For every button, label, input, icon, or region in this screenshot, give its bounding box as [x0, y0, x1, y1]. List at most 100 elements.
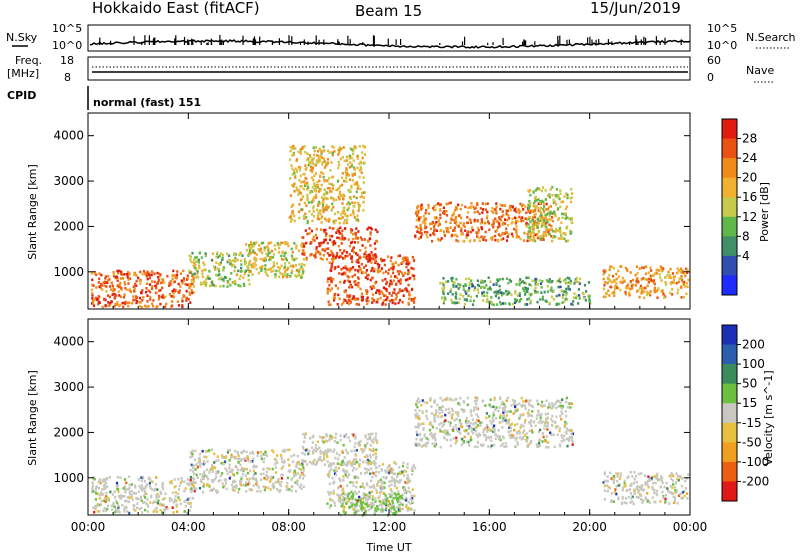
- data-cell: [318, 446, 321, 449]
- data-cell: [481, 220, 484, 223]
- data-cell: [303, 263, 306, 267]
- data-cell: [359, 160, 362, 164]
- data-cell: [425, 437, 428, 440]
- nsky-spike: [154, 37, 156, 45]
- data-cell: [132, 289, 136, 293]
- data-cell: [270, 478, 273, 481]
- data-cell: [551, 420, 554, 423]
- data-cell: [476, 396, 479, 400]
- data-cell: [534, 212, 537, 216]
- data-cell: [244, 270, 247, 274]
- data-cell: [530, 419, 533, 422]
- data-cell: [548, 228, 551, 232]
- data-cell: [165, 302, 168, 306]
- data-cell: [302, 242, 305, 246]
- data-cell: [314, 187, 318, 190]
- data-cell: [364, 444, 367, 448]
- data-cell: [268, 467, 271, 471]
- data-cell: [197, 276, 200, 279]
- data-cell: [442, 300, 445, 303]
- data-cell: [485, 412, 488, 415]
- data-cell: [284, 269, 287, 273]
- data-cell: [329, 253, 332, 257]
- data-cell: [318, 179, 321, 183]
- data-cell: [373, 463, 376, 466]
- data-cell: [482, 443, 485, 447]
- data-cell: [316, 250, 319, 253]
- data-cell: [526, 399, 529, 403]
- data-cell: [326, 434, 329, 438]
- data-cell: [543, 404, 546, 407]
- data-cell: [159, 508, 162, 512]
- data-cell: [307, 452, 310, 456]
- data-cell: [124, 490, 127, 494]
- data-cell: [470, 414, 473, 417]
- data-cell: [482, 434, 486, 437]
- data-cell: [423, 218, 427, 222]
- data-cell: [326, 186, 330, 190]
- data-cell: [328, 437, 331, 440]
- data-cell: [103, 507, 106, 510]
- data-cell: [161, 483, 164, 486]
- data-cell: [374, 452, 377, 455]
- data-cell: [135, 301, 138, 305]
- data-cell: [444, 413, 447, 417]
- data-cell: [437, 202, 440, 205]
- data-cell: [540, 234, 543, 238]
- data-cell: [359, 458, 362, 462]
- data-cell: [565, 287, 568, 291]
- data-cell: [338, 454, 341, 457]
- data-cell: [558, 443, 561, 446]
- data-cell: [352, 204, 355, 208]
- data-cell: [328, 176, 331, 180]
- data-cell: [484, 230, 487, 234]
- data-cell: [309, 155, 312, 159]
- data-cell: [326, 206, 330, 209]
- data-cell: [155, 506, 158, 510]
- nsky-spike: [207, 42, 209, 45]
- data-cell: [363, 153, 367, 156]
- data-cell: [555, 188, 559, 191]
- data-cell: [188, 286, 191, 290]
- data-cell: [454, 442, 457, 445]
- data-cell: [162, 278, 165, 282]
- nsky-spike: [664, 37, 666, 45]
- data-cell: [287, 266, 290, 270]
- data-cell: [329, 190, 332, 193]
- data-cell: [245, 249, 248, 252]
- data-cell: [93, 510, 96, 514]
- data-cell: [147, 289, 150, 293]
- data-cell: [429, 421, 432, 424]
- power-colorbar-label: Power [dB]: [758, 182, 771, 242]
- data-cell: [238, 277, 241, 280]
- data-cell: [563, 434, 566, 438]
- data-cell: [513, 216, 517, 220]
- data-cell: [100, 273, 103, 277]
- data-cell: [380, 467, 383, 471]
- data-cell: [436, 415, 439, 418]
- data-cell: [482, 299, 485, 302]
- data-cell: [237, 461, 240, 464]
- data-cell: [234, 456, 237, 459]
- data-cell: [321, 248, 324, 252]
- data-cell: [353, 173, 357, 176]
- data-cell: [409, 508, 412, 511]
- data-cell: [158, 495, 161, 498]
- nsky-spike: [144, 35, 146, 45]
- data-cell: [637, 280, 640, 284]
- data-cell: [338, 272, 341, 275]
- data-cell: [319, 458, 322, 462]
- data-cell: [685, 292, 688, 296]
- data-cell: [473, 220, 476, 223]
- data-cell: [230, 272, 233, 275]
- data-cell: [163, 497, 166, 500]
- data-cell: [384, 497, 387, 501]
- data-cell: [311, 435, 314, 439]
- colorbar-segment: [722, 255, 737, 276]
- data-cell: [468, 283, 471, 287]
- data-cell: [486, 297, 489, 301]
- data-cell: [652, 274, 655, 277]
- data-cell: [278, 275, 281, 279]
- data-cell: [414, 234, 417, 238]
- data-cell: [509, 433, 512, 437]
